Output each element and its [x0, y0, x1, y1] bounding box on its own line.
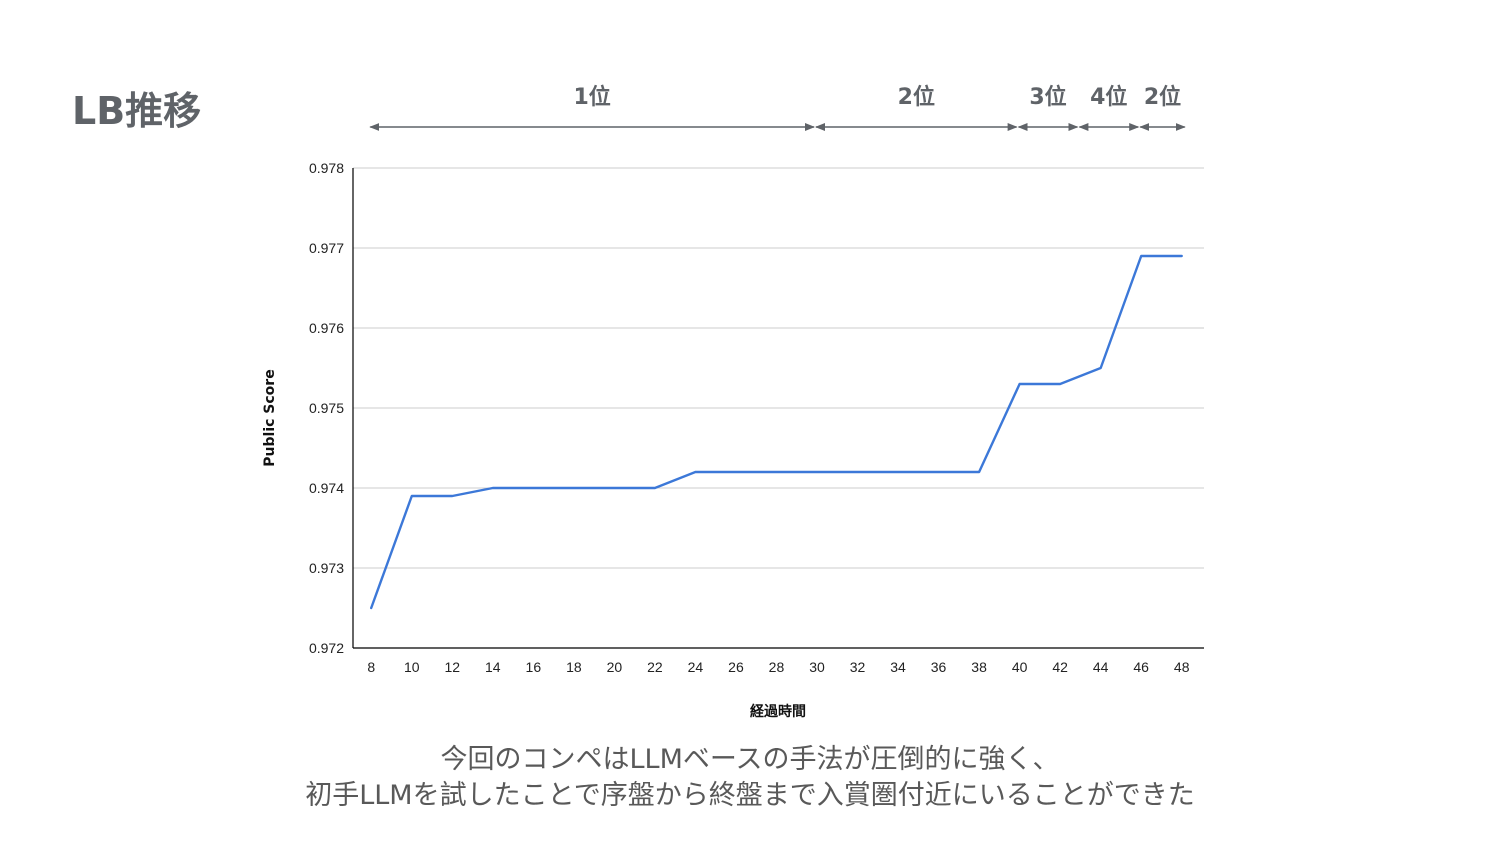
- x-tick-label: 24: [688, 659, 704, 675]
- y-tick-label: 0.974: [309, 480, 344, 496]
- rank-label: 1位: [573, 84, 610, 110]
- rank-label: 2位: [1144, 84, 1181, 110]
- rank-annotations: 1位 2位 3位 4位 2位: [369, 84, 1186, 131]
- data-point: [896, 470, 901, 475]
- data-point: [814, 470, 819, 475]
- series: [369, 254, 1184, 611]
- data-point: [571, 486, 576, 491]
- data-point: [1179, 254, 1184, 259]
- x-tick-label: 10: [404, 659, 420, 675]
- caption-line-1: 今回のコンペはLLMベースの手法が圧倒的に強く、: [440, 744, 1060, 775]
- y-tick-label: 0.972: [309, 640, 344, 656]
- x-tick-label: 14: [485, 659, 501, 675]
- data-point: [409, 494, 414, 499]
- rank-label: 2位: [898, 84, 935, 110]
- data-point: [1139, 254, 1144, 259]
- y-tick-label: 0.978: [309, 160, 344, 176]
- x-tick-label: 18: [566, 659, 582, 675]
- x-tick-label: 40: [1012, 659, 1028, 675]
- data-point: [855, 470, 860, 475]
- data-point: [936, 470, 941, 475]
- x-tick-label: 38: [971, 659, 987, 675]
- x-tick-label: 26: [728, 659, 744, 675]
- y-tick-label: 0.977: [309, 240, 344, 256]
- x-tick-label: 48: [1174, 659, 1190, 675]
- x-tick-label: 22: [647, 659, 663, 675]
- slide-title: LB推移: [72, 89, 202, 133]
- y-axis-title: Public Score: [262, 369, 278, 466]
- series-line: [370, 254, 1183, 610]
- data-point: [774, 470, 779, 475]
- data-point: [450, 494, 455, 499]
- x-tick-label: 28: [769, 659, 785, 675]
- x-tick-label: 32: [850, 659, 866, 675]
- data-point: [733, 470, 738, 475]
- y-tick-label: 0.975: [309, 400, 344, 416]
- data-point: [490, 486, 495, 491]
- data-point: [369, 606, 374, 611]
- caption-line-2: 初手LLMを試したことで序盤から終盤まで入賞圏付近にいることができた: [305, 780, 1195, 811]
- gridlines: [353, 167, 1204, 569]
- data-point: [612, 486, 617, 491]
- y-tick-label: 0.973: [309, 560, 344, 576]
- x-tick-label: 36: [931, 659, 947, 675]
- data-point: [1017, 382, 1022, 387]
- x-tick-label: 12: [444, 659, 460, 675]
- x-tick-label: 20: [607, 659, 623, 675]
- y-tick-label: 0.976: [309, 320, 344, 336]
- data-point: [693, 470, 698, 475]
- tick-labels: 0.972 0.973 0.974 0.975 0.976 0.977 0.978 8 10 12…: [309, 160, 1190, 675]
- axes: [352, 168, 1204, 649]
- data-point: [977, 470, 982, 475]
- rank-label: 3位: [1029, 84, 1066, 110]
- x-tick-label: 46: [1133, 659, 1149, 675]
- data-point: [652, 486, 657, 491]
- x-tick-label: 8: [367, 659, 375, 675]
- data-point: [531, 486, 536, 491]
- data-point: [1098, 366, 1103, 371]
- x-axis-title: 経過時間: [750, 703, 806, 720]
- x-tick-label: 44: [1093, 659, 1109, 675]
- x-tick-label: 42: [1052, 659, 1068, 675]
- x-tick-label: 16: [526, 659, 542, 675]
- rank-label: 4位: [1090, 84, 1127, 110]
- data-point: [1058, 382, 1063, 387]
- x-tick-label: 34: [890, 659, 906, 675]
- x-tick-label: 30: [809, 659, 825, 675]
